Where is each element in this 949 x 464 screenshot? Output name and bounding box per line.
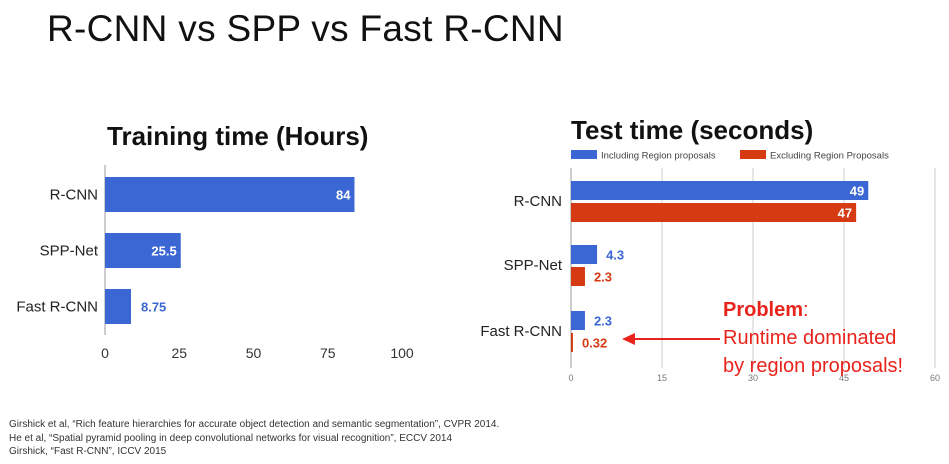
training-category-label: R-CNN [50, 187, 98, 204]
legend-label-excluding: Excluding Region Proposals [770, 151, 889, 162]
training-bar-value-label: 25.5 [151, 244, 176, 259]
training-x-tick-label: 100 [390, 345, 414, 361]
training-x-tick-label: 50 [246, 345, 262, 361]
training-bar [105, 289, 131, 324]
problem-callout: Problem: Runtime dominated by region pro… [723, 296, 903, 380]
training-category-label: SPP-Net [40, 243, 99, 260]
training-bar-value-label: 84 [336, 188, 351, 203]
training-category-label: Fast R-CNN [16, 299, 98, 316]
callout-line-3: by region proposals! [723, 352, 903, 380]
training-x-tick-label: 25 [171, 345, 187, 361]
training-x-tick-label: 0 [101, 345, 109, 361]
test-chart-legend: Including Region proposals Excluding Reg… [571, 150, 889, 162]
test-bar-value-label: 49 [850, 184, 864, 199]
training-chart-bars: 84 25.5 8.75 [105, 177, 354, 324]
legend-swatch-including [571, 150, 597, 159]
test-x-tick-label: 0 [568, 373, 573, 383]
citations: Girshick et al, “Rich feature hierarchie… [9, 418, 499, 459]
test-bar-value-label: 4.3 [606, 248, 624, 263]
citation-2: He et al, “Spatial pyramid pooling in de… [9, 432, 499, 446]
test-x-tick-label: 60 [930, 373, 940, 383]
test-bar-excluding [571, 267, 585, 286]
callout-colon: : [803, 299, 809, 321]
legend-label-including: Including Region proposals [601, 151, 716, 162]
training-bar [105, 177, 354, 212]
test-category-label: Fast R-CNN [480, 323, 562, 340]
training-bar-value-label: 8.75 [141, 300, 166, 315]
test-bar-excluding [571, 203, 856, 222]
test-bar-value-label: 0.32 [582, 336, 607, 351]
callout-arrow [622, 333, 720, 345]
citation-1: Girshick et al, “Rich feature hierarchie… [9, 418, 499, 432]
callout-line-2: Runtime dominated [723, 324, 903, 352]
callout-emphasis: Problem [723, 299, 803, 321]
test-bar-value-label: 47 [838, 206, 852, 221]
test-bar-including [571, 311, 585, 330]
test-category-label: SPP-Net [504, 257, 563, 274]
charts-canvas: R-CNNSPP-NetFast R-CNN0 25 50 75 100 8425.58… [0, 0, 949, 464]
test-x-tick-label: 15 [657, 373, 667, 383]
training-x-tick-label: 75 [320, 345, 336, 361]
test-bar-excluding [571, 333, 573, 352]
test-bar-including [571, 245, 597, 264]
test-category-label: R-CNN [514, 193, 562, 210]
citation-3: Girshick, “Fast R-CNN”, ICCV 2015 [9, 445, 499, 459]
test-bar-value-label: 2.3 [594, 270, 612, 285]
test-bar-including [571, 181, 868, 200]
legend-swatch-excluding [740, 150, 766, 159]
test-bar-value-label: 2.3 [594, 314, 612, 329]
